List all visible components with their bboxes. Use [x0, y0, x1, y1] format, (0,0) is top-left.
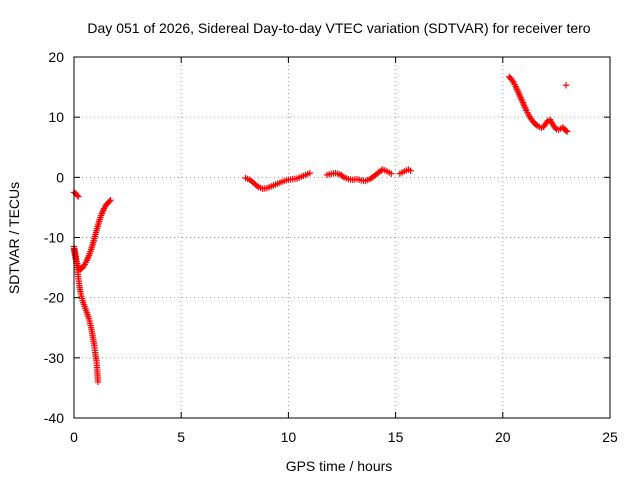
x-tick-label: 20	[495, 429, 511, 445]
data-point	[552, 124, 559, 132]
data-point	[562, 127, 570, 134]
data-point	[532, 121, 540, 128]
y-tick-label: -30	[44, 350, 64, 366]
data-point	[253, 182, 261, 189]
tick-labels: 0 5 10 15 20 25 -40 -30 -20 -10 0 10 20	[44, 49, 618, 445]
data-point	[407, 167, 414, 174]
data-point	[563, 128, 571, 135]
y-tick-label: 20	[48, 49, 64, 65]
data-point	[543, 119, 550, 126]
data-point	[74, 192, 81, 199]
y-tick-label: -40	[44, 410, 64, 426]
y-tick-label: -10	[44, 230, 64, 246]
data-points	[70, 73, 571, 386]
data-point	[562, 82, 570, 89]
data-point	[80, 262, 87, 270]
y-tick-label: -20	[44, 290, 64, 306]
x-tick-label: 5	[177, 429, 185, 445]
x-tick-label: 0	[70, 429, 78, 445]
data-point	[388, 170, 395, 177]
data-point	[339, 173, 346, 180]
data-point	[107, 196, 114, 204]
y-tick-label: 0	[56, 169, 64, 185]
plot-frame	[73, 56, 611, 419]
y-axis-label: SDTVAR / TECUs	[6, 182, 22, 294]
x-tick-label: 25	[602, 429, 618, 445]
data-point	[94, 378, 102, 386]
data-point	[306, 169, 314, 177]
x-tick-label: 10	[281, 429, 297, 445]
chart-title: Day 051 of 2026, Sidereal Day-to-day VTE…	[87, 20, 590, 36]
x-tick-label: 15	[388, 429, 404, 445]
data-point	[509, 77, 516, 84]
grid-lines	[74, 57, 610, 418]
data-point	[75, 193, 82, 200]
data-point	[106, 198, 113, 205]
y-tick-label: 10	[48, 109, 64, 125]
x-axis-label: GPS time / hours	[286, 458, 393, 474]
